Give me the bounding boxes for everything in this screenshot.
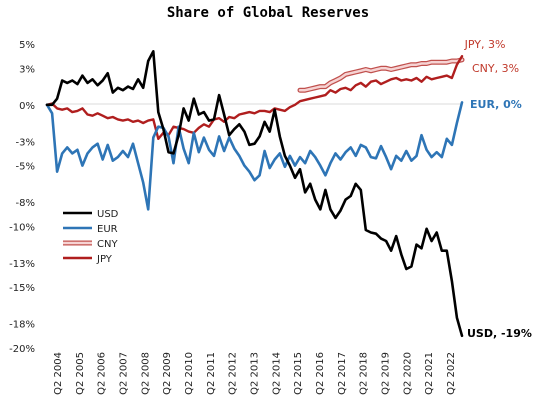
x-tick-label: Q2 2013 [250,352,261,395]
x-tick-label: Q2 2022 [446,352,457,395]
x-tick-label: Q2 2008 [140,352,151,395]
end-label-eur: EUR, 0% [470,98,522,111]
x-tick-label: Q2 2017 [337,352,348,395]
x-tick-label: Q2 2016 [315,352,326,395]
x-tick-label: Q2 2007 [118,352,129,395]
legend-label-eur: EUR [97,224,118,235]
x-tick-label: Q2 2011 [206,352,217,395]
x-tick-label: Q2 2012 [228,352,239,395]
end-label-usd: USD, -19% [467,327,532,340]
x-tick-label: Q2 2010 [184,352,195,395]
series-layer [45,50,465,338]
y-tick-label: 5% [19,40,35,51]
x-tick-label: Q2 2005 [75,352,86,395]
x-tick-label: Q2 2006 [97,352,108,395]
y-tick-label: -5% [16,162,35,173]
x-axis: Q2 2004 Q2 2005 Q2 2006 Q2 2007 Q2 2008 Q2 20… [53,352,457,395]
x-tick-label: Q2 2009 [162,352,173,395]
y-tick-label: -3% [16,137,35,148]
legend-label-jpy: JPY [96,254,113,265]
y-tick-label: -18% [9,320,35,331]
end-label-jpy: JPY, 3% [464,38,506,51]
x-tick-label: Q2 2018 [359,352,370,395]
x-tick-label: Q2 2019 [381,352,392,395]
series-line-eur [45,101,464,211]
series-line-jpy [45,55,464,140]
end-labels: USD, -19% EUR, 0% CNY, 3% JPY, 3% [464,38,532,340]
series-line-cny [298,58,464,92]
x-tick-label: Q2 2020 [402,352,413,395]
chart-title: Share of Global Reserves [167,5,369,21]
y-axis: 5% 3% 0% -3% -5% -8% -10% -13% -15% -18% -20% [9,40,35,355]
legend-label-usd: USD [97,209,119,220]
series-line-usd [45,50,464,338]
y-tick-label: 0% [19,101,35,112]
y-tick-label: -13% [9,259,35,270]
x-tick-label: Q2 2004 [53,352,64,395]
y-tick-label: -10% [9,222,35,233]
x-tick-label: Q2 2021 [424,352,435,395]
y-tick-label: -20% [9,344,35,355]
x-tick-label: Q2 2014 [271,352,282,395]
legend-label-cny: CNY [97,239,118,250]
legend: USD EUR CNY JPY [63,209,119,265]
y-tick-label: -15% [9,283,35,294]
y-tick-label: 3% [19,64,35,75]
x-tick-label: Q2 2015 [293,352,304,395]
end-label-cny: CNY, 3% [472,62,519,75]
y-tick-label: -8% [16,198,35,209]
